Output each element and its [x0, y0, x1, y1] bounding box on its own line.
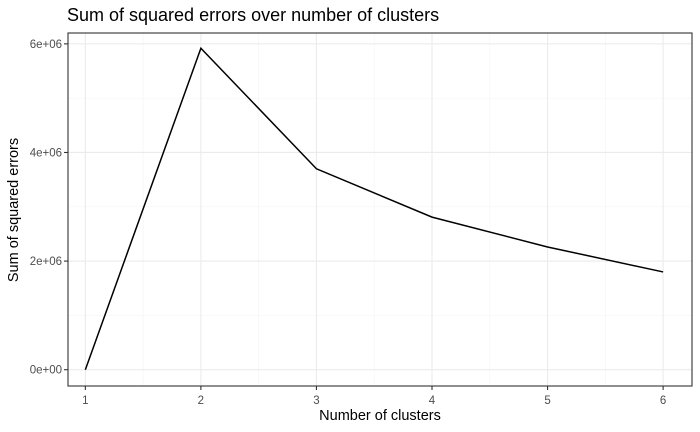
- y-tick-label: 0e+00: [30, 365, 62, 377]
- x-tick-label: 1: [82, 395, 88, 407]
- y-tick-label: 6e+06: [30, 39, 62, 51]
- x-tick-label: 4: [429, 395, 436, 407]
- series-line: [84, 46, 664, 370]
- x-axis-title: Number of clusters: [319, 408, 441, 424]
- grid: [68, 33, 692, 386]
- x-tick-label: 5: [544, 395, 550, 407]
- x-tick-label: 6: [660, 395, 666, 407]
- axis-ticks: 1 2 3 4 5 6 0e+00 2e+06 4e+06 6e+06: [30, 39, 667, 407]
- series-group: [84, 46, 664, 370]
- plot-panel: [67, 32, 693, 387]
- chart-title: Sum of squared errors over number of clu…: [67, 5, 439, 25]
- y-tick-label: 4e+06: [30, 147, 62, 159]
- x-tick-label: 3: [313, 395, 319, 407]
- y-axis-title: Sum of squared errors: [6, 138, 22, 282]
- x-tick-label: 2: [198, 395, 204, 407]
- y-tick-label: 2e+06: [30, 256, 62, 268]
